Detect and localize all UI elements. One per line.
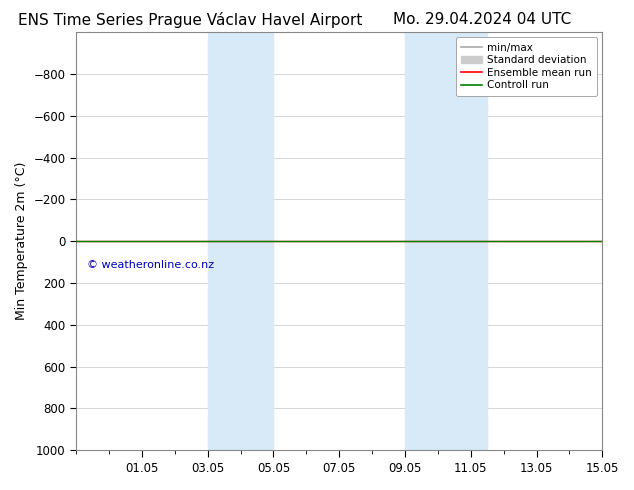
Bar [405,32,487,450]
Text: © weatheronline.co.nz: © weatheronline.co.nz [87,260,214,270]
Text: Mo. 29.04.2024 04 UTC: Mo. 29.04.2024 04 UTC [392,12,571,27]
Y-axis label: Min Temperature 2m (°C): Min Temperature 2m (°C) [15,162,28,320]
Legend: min/max, Standard deviation, Ensemble mean run, Controll run: min/max, Standard deviation, Ensemble me… [456,37,597,96]
Text: ENS Time Series Prague Václav Havel Airport: ENS Time Series Prague Václav Havel Airp… [18,12,363,28]
Bar [208,32,273,450]
